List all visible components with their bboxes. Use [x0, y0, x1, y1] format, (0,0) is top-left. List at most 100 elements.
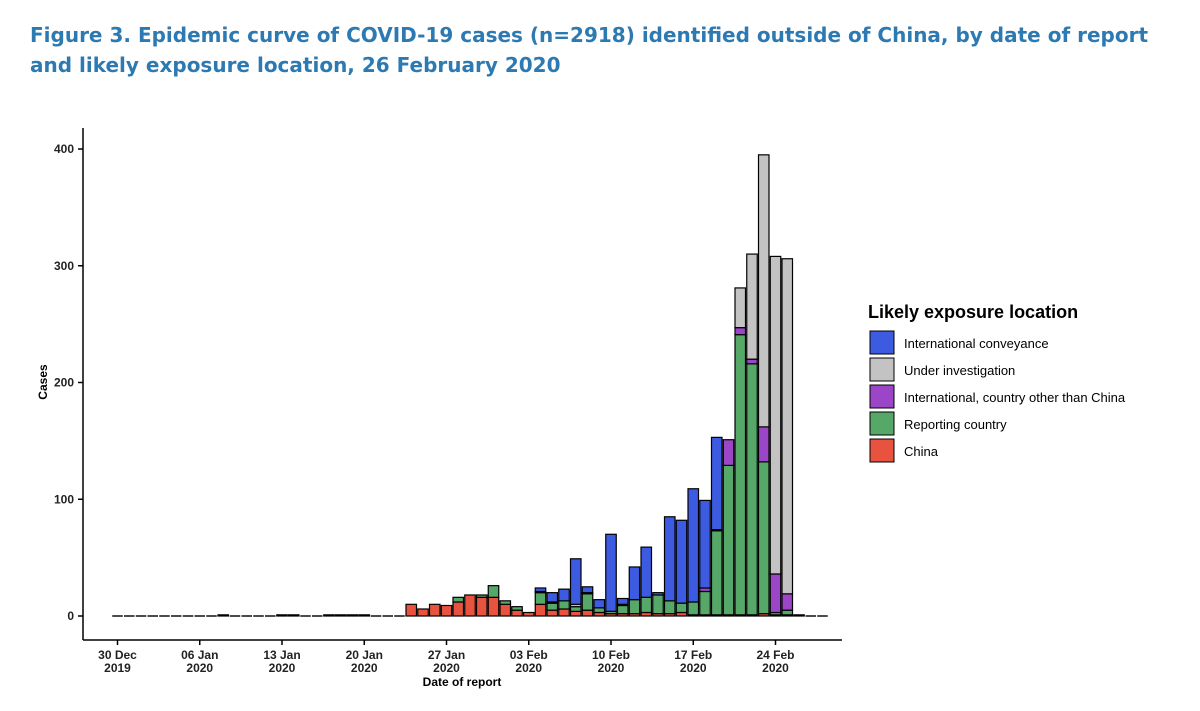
bar-segment-reporting_country: [558, 600, 570, 610]
x-tick-label: 10 Feb: [592, 648, 630, 662]
bar-segment-international_conveyance: [581, 586, 594, 594]
x-tick-label: 06 Jan: [181, 648, 218, 662]
x-tick-year: 2020: [186, 661, 213, 675]
bar-segment-china: [793, 614, 805, 617]
x-axis-title: Date of report: [423, 675, 502, 689]
bar-segment-china: [499, 603, 512, 617]
bar-segment-reporting_country: [699, 590, 711, 616]
bar-segment-international_conveyance: [687, 488, 700, 603]
bar-segment-international_conveyance: [663, 516, 676, 602]
bar-segment-international_other: [746, 358, 758, 365]
legend-label-international_conveyance: International conveyance: [904, 336, 1049, 351]
bar-segment-reporting_country: [581, 593, 594, 611]
legend-items: International conveyance Under investigat…: [869, 330, 1126, 463]
bar-segment-international_conveyance: [558, 588, 570, 602]
y-tick-label: 0: [67, 609, 74, 623]
bars-layer: [112, 154, 828, 617]
y-axis-ticks: 0 100 200 300 400: [54, 142, 83, 623]
x-tick-label: 27 Jan: [428, 648, 465, 662]
x-tick-year: 2019: [104, 661, 131, 675]
bar-segment-china: [522, 611, 535, 617]
bar-segment-reporting_country: [687, 601, 700, 616]
y-axis-title: Cases: [36, 364, 50, 400]
bar-segment-under_investigation: [757, 154, 770, 428]
legend-swatch-reporting_country: [869, 411, 895, 436]
bar-segment-china: [428, 603, 441, 617]
y-tick-label: 100: [54, 492, 74, 506]
bar-segment-reporting_country: [569, 606, 582, 612]
bar-segment-china: [287, 614, 300, 617]
legend-label-under_investigation: Under investigation: [904, 363, 1015, 378]
bar-segment-china: [346, 614, 359, 617]
bar-segment-china: [276, 614, 288, 617]
bar-segment-international_conveyance: [605, 533, 617, 612]
bar-segment-international_conveyance: [534, 587, 547, 593]
y-tick-label: 400: [54, 142, 74, 156]
bar-segment-international_conveyance: [652, 592, 664, 596]
bar-segment-reporting_country: [663, 600, 676, 615]
x-tick-year: 2020: [680, 661, 707, 675]
legend: Likely exposure location International c…: [868, 302, 1126, 463]
legend-label-reporting_country: Reporting country: [904, 417, 1007, 432]
bar-segment-reporting_country: [487, 585, 500, 598]
bar-segment-international_conveyance: [546, 592, 559, 603]
x-tick-label: 24 Feb: [756, 648, 794, 662]
bar-segment-international_conveyance: [616, 597, 629, 605]
bar-segment-china: [511, 609, 523, 617]
bar-segment-china: [323, 614, 335, 617]
bar-segment-china: [487, 596, 500, 617]
bar-segment-reporting_country: [593, 607, 606, 614]
bar-segment-international_other: [722, 439, 735, 466]
bar-segment-reporting_country: [628, 599, 641, 615]
legend-swatch-international_other: [869, 384, 895, 409]
bar-segment-international_other: [769, 573, 782, 614]
bar-segment-international_conveyance: [569, 558, 582, 605]
bar-segment-reporting_country: [722, 464, 735, 616]
bar-segment-reporting_country: [675, 602, 688, 614]
bar-segment-china: [334, 614, 347, 617]
bar-segment-china: [217, 614, 230, 617]
legend-swatch-under_investigation: [869, 357, 895, 382]
legend-swatch-international_conveyance: [869, 330, 895, 355]
bar-segment-china: [569, 610, 582, 617]
x-tick-year: 2020: [269, 661, 296, 675]
figure-title: Figure 3. Epidemic curve of COVID-19 cas…: [30, 23, 1149, 77]
bar-segment-reporting_country: [757, 461, 770, 615]
bar-segment-reporting_country: [746, 363, 758, 616]
bar-segment-china: [546, 609, 559, 617]
bar-segment-china: [558, 608, 570, 617]
bar-segment-reporting_country: [781, 609, 794, 616]
bar-segment-reporting_country: [499, 600, 512, 605]
x-tick-label: 30 Dec: [98, 648, 137, 662]
bar-segment-reporting_country: [452, 596, 465, 603]
x-tick-year: 2020: [515, 661, 542, 675]
bar-segment-china: [475, 596, 488, 617]
bar-segment-reporting_country: [534, 592, 547, 605]
x-tick-label: 20 Jan: [346, 648, 383, 662]
bar-segment-china: [417, 608, 429, 617]
bar-segment-reporting_country: [616, 604, 629, 615]
legend-title: Likely exposure location: [868, 302, 1078, 322]
bar-segment-international_conveyance: [628, 566, 641, 601]
x-tick-year: 2020: [433, 661, 460, 675]
legend-label-international_other: International, country other than China: [904, 390, 1126, 405]
bar-segment-international_conveyance: [675, 519, 688, 604]
bar-segment-reporting_country: [640, 596, 653, 614]
bar-segment-china: [405, 603, 418, 617]
bar-segment-international_other: [781, 593, 794, 611]
bar-segment-international_other: [757, 426, 770, 463]
bar-segment-international_conveyance: [699, 499, 711, 589]
x-tick-year: 2020: [762, 661, 789, 675]
bar-segment-international_conveyance: [640, 546, 653, 598]
bar-segment-international_conveyance: [710, 436, 723, 531]
x-tick-label: 03 Feb: [510, 648, 548, 662]
legend-label-china: China: [904, 444, 939, 459]
bar-segment-under_investigation: [769, 255, 782, 575]
bar-segment-reporting_country: [546, 602, 559, 611]
legend-swatch-china: [869, 438, 895, 463]
x-tick-label: 17 Feb: [674, 648, 712, 662]
bar-segment-international_conveyance: [593, 599, 606, 609]
x-tick-year: 2020: [351, 661, 378, 675]
